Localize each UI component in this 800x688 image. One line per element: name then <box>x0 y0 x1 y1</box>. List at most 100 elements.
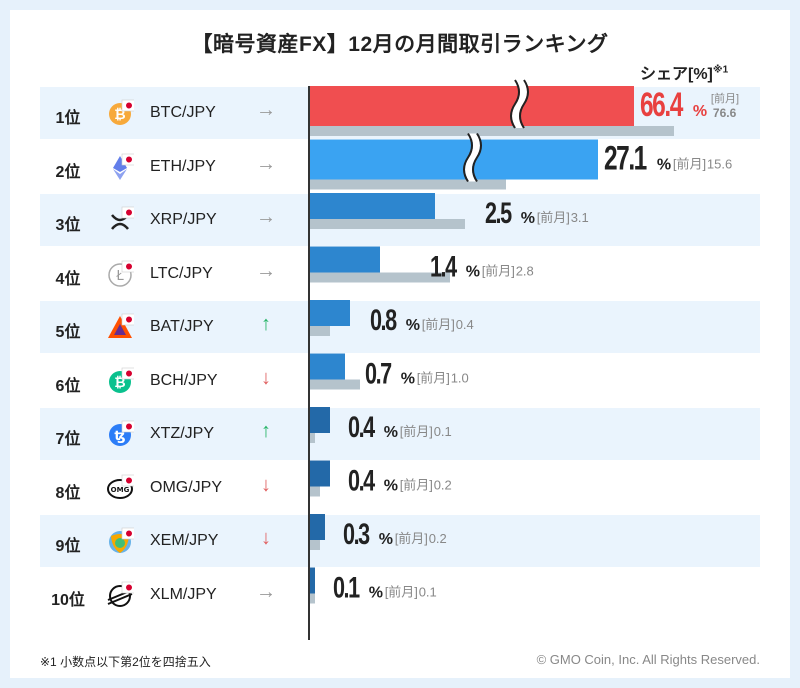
row-background <box>40 515 760 567</box>
prev-label: [前月] <box>711 91 739 105</box>
percent-sign: % <box>521 210 535 227</box>
bar-previous <box>310 486 320 497</box>
trend-down-icon: ↓ <box>261 473 271 496</box>
rank-label: 4位 <box>55 270 81 288</box>
trend-flat-icon: → <box>256 259 276 282</box>
trend-up-icon: ↑ <box>261 420 271 442</box>
rank-label: 5位 <box>55 324 81 341</box>
bar-previous <box>310 272 450 283</box>
svg-text:ꜩ: ꜩ <box>114 429 125 444</box>
prev-value: 3.1 <box>571 210 589 225</box>
litecoin-icon: Ł <box>108 260 134 287</box>
value-label: 0.8 <box>370 302 397 336</box>
bar-current <box>310 139 598 180</box>
bar-current <box>310 86 634 126</box>
svg-text:Ł: Ł <box>115 269 124 284</box>
rank-label: 3位 <box>55 217 81 234</box>
pair-label: XRP/JPY <box>150 211 217 228</box>
bitcoin-cash-icon: ₿ <box>109 367 134 393</box>
bar-previous <box>310 379 360 390</box>
bar-previous <box>310 326 330 336</box>
svg-text:₿: ₿ <box>114 107 125 123</box>
percent-sign: % <box>379 531 393 548</box>
value-label: 1.4 <box>430 249 458 283</box>
value-label: 0.7 <box>365 356 392 390</box>
bar-previous <box>310 126 674 136</box>
bar-current <box>310 460 330 487</box>
bar-previous <box>310 433 315 443</box>
omg-icon: OMG <box>107 474 134 499</box>
chart-title: 【暗号資産FX】12月の月間取引ランキング <box>191 33 609 56</box>
axis-break-gap <box>512 80 527 128</box>
pair-label: XLM/JPY <box>150 585 217 603</box>
percent-sign: % <box>384 478 398 495</box>
value-label: 0.1 <box>333 570 360 604</box>
rank-label: 9位 <box>55 538 81 555</box>
bar-previous <box>310 179 506 190</box>
ripple-icon <box>111 206 134 230</box>
percent-sign: % <box>693 103 707 120</box>
svg-text:₿: ₿ <box>114 375 125 391</box>
trend-flat-icon: → <box>256 99 276 121</box>
percent-sign: % <box>406 317 420 334</box>
prev-label: [前月] <box>385 585 418 600</box>
prev-label: [前月] <box>482 264 515 279</box>
value-label: 66.4 <box>640 86 684 124</box>
prev-label: [前月] <box>395 531 428 546</box>
prev-value: 0.1 <box>419 585 437 600</box>
value-label: 2.5 <box>485 195 512 229</box>
pair-label: XEM/JPY <box>150 532 219 549</box>
axis-break-mark <box>463 132 482 183</box>
prev-label: [前月] <box>400 478 433 493</box>
bar-current <box>310 193 435 219</box>
bat-icon <box>108 313 134 338</box>
axis-break-mark <box>510 79 529 129</box>
pair-label: LTC/JPY <box>150 264 213 282</box>
prev-value: 0.2 <box>434 478 452 493</box>
rank-label: 10位 <box>51 591 85 609</box>
pair-label: BAT/JPY <box>150 318 214 335</box>
row-background <box>40 301 760 353</box>
share-axis-label: シェア[%]※1 <box>640 60 728 84</box>
rank-label: 1位 <box>55 110 81 127</box>
percent-sign: % <box>657 157 671 174</box>
pair-label: BTC/JPY <box>150 104 216 121</box>
bar-current <box>310 353 345 380</box>
value-label: 27.1 <box>604 140 647 178</box>
rank-label: 2位 <box>55 163 81 181</box>
prev-value: 0.1 <box>434 424 452 439</box>
bar-previous <box>310 219 465 229</box>
prev-value: 0.4 <box>456 317 474 332</box>
pair-label: BCH/JPY <box>150 371 218 389</box>
percent-sign: % <box>466 264 480 281</box>
nem-icon <box>109 527 134 553</box>
prev-label: [前月] <box>417 371 450 386</box>
value-label: 0.4 <box>348 463 376 497</box>
bar-current <box>310 246 380 273</box>
prev-label: [前月] <box>400 424 433 439</box>
prev-value: 2.8 <box>516 264 534 279</box>
footnote: ※1 小数点以下第2位を四捨五入 <box>40 655 211 669</box>
bar-current <box>310 407 330 433</box>
stellar-icon <box>107 581 134 607</box>
prev-label: [前月] <box>673 157 706 172</box>
trend-flat-icon: → <box>256 206 276 228</box>
prev-label: [前月] <box>422 317 455 332</box>
trend-up-icon: ↑ <box>261 313 271 335</box>
trend-flat-icon: → <box>256 152 276 175</box>
share-label-text: シェア[%] <box>640 66 713 83</box>
rank-label: 6位 <box>55 377 81 395</box>
rank-label: 8位 <box>55 484 81 502</box>
trend-flat-icon: → <box>256 580 276 603</box>
bar-current <box>310 514 325 540</box>
axis-line <box>308 86 310 640</box>
trend-down-icon: ↓ <box>261 527 271 549</box>
percent-sign: % <box>369 585 383 602</box>
rank-label: 7位 <box>55 431 81 448</box>
bar-current <box>310 567 315 594</box>
prev-value: 0.2 <box>429 531 447 546</box>
copyright: © GMO Coin, Inc. All Rights Reserved. <box>536 652 760 667</box>
bar-previous <box>310 593 315 604</box>
axis-break-gap <box>465 133 480 182</box>
